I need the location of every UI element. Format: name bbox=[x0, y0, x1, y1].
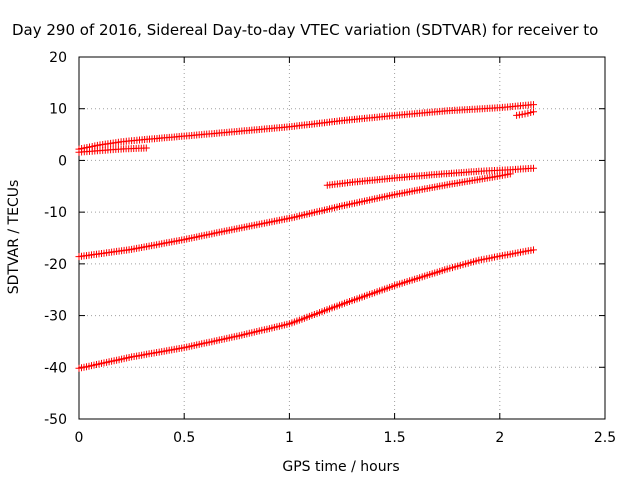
x-tick-label: 1 bbox=[285, 430, 294, 446]
x-tick-label: 2.5 bbox=[594, 430, 616, 446]
x-tick-label: 0 bbox=[75, 430, 84, 446]
y-tick-label: 0 bbox=[58, 153, 67, 169]
y-tick-label: -30 bbox=[44, 309, 67, 325]
plot-frame bbox=[78, 56, 606, 420]
x-tick-label: 2 bbox=[495, 430, 504, 446]
x-tick-label: 1.5 bbox=[383, 430, 405, 446]
data-series-track-2 bbox=[75, 144, 150, 156]
chart-title: Day 290 of 2016, Sidereal Day-to-day VTE… bbox=[12, 21, 598, 39]
data-series-track-4 bbox=[323, 164, 537, 189]
data-series-track-3 bbox=[513, 108, 537, 119]
y-tick-label: -40 bbox=[44, 360, 67, 376]
y-tick-label: -50 bbox=[44, 412, 67, 428]
y-tick-label: -20 bbox=[44, 257, 67, 273]
data-series-track-5 bbox=[75, 170, 514, 261]
x-axis-label: GPS time / hours bbox=[282, 459, 399, 475]
y-axis-label: SDTVAR / TECUs bbox=[6, 180, 22, 295]
data-series-track-6 bbox=[75, 246, 537, 372]
x-tick-label: 0.5 bbox=[173, 430, 195, 446]
data-series-group bbox=[75, 101, 537, 372]
grid bbox=[79, 57, 605, 419]
y-axis: 20 10 0 -10 -20 -30 -40 -50 bbox=[44, 50, 605, 428]
y-tick-label: 10 bbox=[49, 102, 67, 118]
x-axis: 0 0.5 1 1.5 2 2.5 bbox=[75, 57, 616, 446]
y-tick-label: 20 bbox=[49, 50, 67, 66]
y-tick-label: -10 bbox=[44, 205, 67, 221]
